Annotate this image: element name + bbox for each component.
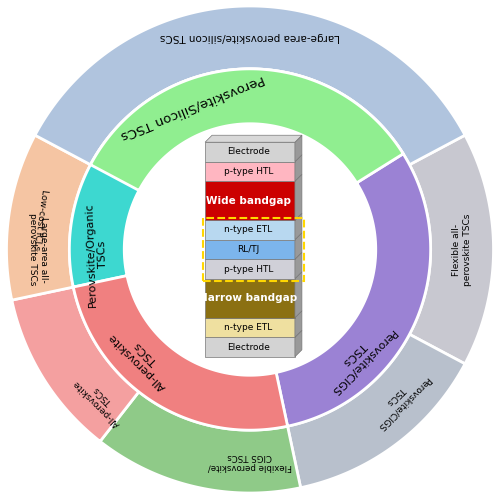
Polygon shape: [295, 155, 302, 181]
Bar: [205, 162, 295, 181]
Text: Large-area perovskite/silicon TSCs: Large-area perovskite/silicon TSCs: [160, 32, 340, 42]
Text: Flexible all-
perovskite TSCs: Flexible all- perovskite TSCs: [452, 213, 472, 286]
Text: p-type HTL: p-type HTL: [224, 167, 274, 176]
Polygon shape: [35, 6, 465, 165]
Bar: [205, 181, 295, 220]
Polygon shape: [100, 392, 300, 493]
Bar: [205, 279, 295, 318]
Bar: [203, 218, 304, 281]
Text: RL/TJ: RL/TJ: [238, 245, 260, 254]
Polygon shape: [410, 135, 494, 364]
Text: p-type HTL: p-type HTL: [224, 264, 274, 273]
Text: n-type ETL: n-type ETL: [224, 226, 272, 235]
Polygon shape: [295, 213, 302, 240]
Text: Wide bandgap: Wide bandgap: [206, 196, 291, 206]
Bar: [205, 220, 295, 240]
Polygon shape: [295, 233, 302, 259]
Polygon shape: [295, 330, 302, 357]
Polygon shape: [295, 311, 302, 337]
Polygon shape: [295, 272, 302, 318]
Polygon shape: [295, 174, 302, 220]
Polygon shape: [295, 135, 302, 162]
Polygon shape: [205, 135, 302, 142]
Polygon shape: [35, 6, 465, 165]
Polygon shape: [295, 252, 302, 279]
Polygon shape: [6, 135, 90, 300]
Polygon shape: [74, 275, 288, 430]
Text: Perovskite/Silicon TSCs: Perovskite/Silicon TSCs: [119, 73, 266, 142]
Text: Perovskite/CIGS
TSCs: Perovskite/CIGS TSCs: [320, 319, 397, 397]
Text: n-type ETL: n-type ETL: [224, 323, 272, 332]
Bar: [205, 142, 295, 162]
Text: Narrow bandgap: Narrow bandgap: [200, 293, 298, 303]
Bar: [205, 318, 295, 337]
Text: All-perovskite
TSCs: All-perovskite TSCs: [107, 323, 176, 392]
Text: Low-cost ICLs: Low-cost ICLs: [32, 189, 48, 251]
Text: Perovskite/CIGS
TSCs: Perovskite/CIGS TSCs: [368, 367, 432, 432]
Text: Large-area all-
perovskite TSCs: Large-area all- perovskite TSCs: [28, 213, 48, 286]
Polygon shape: [90, 69, 403, 191]
Text: Electrode: Electrode: [227, 342, 270, 351]
Bar: [205, 337, 295, 357]
Text: Electrode: Electrode: [227, 148, 270, 157]
Text: All-perovskite
TSCs: All-perovskite TSCs: [71, 371, 129, 428]
Circle shape: [124, 124, 376, 375]
Polygon shape: [288, 334, 465, 488]
Polygon shape: [12, 287, 139, 442]
Text: Perovskite/Organic
TSCs: Perovskite/Organic TSCs: [84, 202, 110, 307]
Polygon shape: [276, 154, 430, 426]
Text: Flexible perovskite/
CIGS TSCs: Flexible perovskite/ CIGS TSCs: [208, 452, 292, 471]
Bar: [205, 259, 295, 279]
Bar: [205, 240, 295, 259]
Polygon shape: [70, 69, 403, 287]
